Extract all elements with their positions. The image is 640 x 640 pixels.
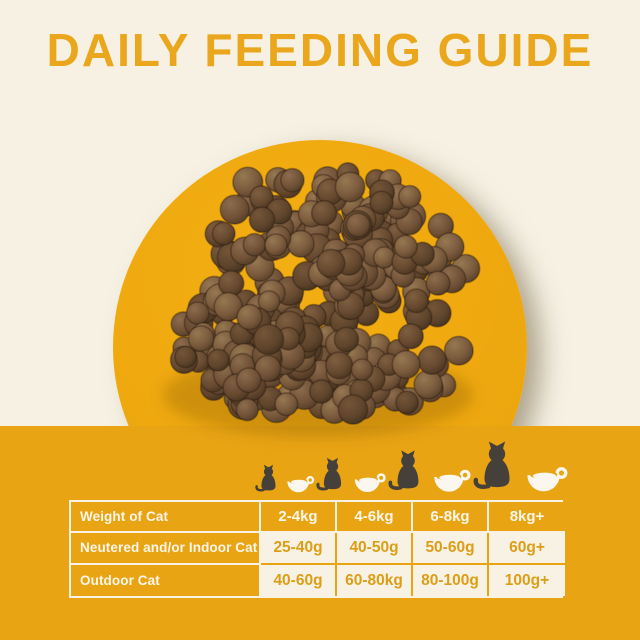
feeding-amount-cell: 60-80kg	[337, 565, 413, 596]
table-header-weight-range: 4-6kg	[337, 502, 413, 533]
cat-icon	[316, 457, 342, 491]
feeding-amount-cell: 40-50g	[337, 533, 413, 565]
page-title: DAILY FEEDING GUIDE	[46, 24, 594, 76]
cup-icon	[354, 473, 386, 493]
cup-icon	[287, 476, 315, 493]
feeding-amount-cell: 100g+	[489, 565, 565, 596]
cat-icon	[388, 450, 419, 490]
cup-icon	[527, 467, 568, 492]
row-label-outdoor-cat: Outdoor Cat	[71, 565, 261, 596]
cat-size-group-2	[316, 436, 388, 494]
cat-icon	[255, 464, 276, 492]
feeding-info-band: Weight of Cat 2-4kg 4-6kg 6-8kg 8kg+ Neu…	[0, 426, 640, 640]
cat-size-group-1	[255, 436, 316, 494]
table-header-weight-range: 6-8kg	[413, 502, 489, 533]
feeding-amount-cell: 80-100g	[413, 565, 489, 596]
feeding-table: Weight of Cat 2-4kg 4-6kg 6-8kg 8kg+ Neu…	[69, 500, 565, 598]
cup-icon	[434, 469, 471, 492]
cat-size-icons-row	[255, 436, 570, 494]
table-header-weight-of-cat: Weight of Cat	[71, 502, 261, 533]
feeding-amount-cell: 60g+	[489, 533, 565, 565]
feeding-amount-cell: 40-60g	[261, 565, 337, 596]
feeding-amount-cell: 25-40g	[261, 533, 337, 565]
cat-size-group-3	[388, 436, 473, 494]
table-header-weight-range: 8kg+	[489, 502, 565, 533]
cat-size-group-4	[473, 436, 570, 494]
feeding-amount-cell: 50-60g	[413, 533, 489, 565]
row-label-indoor-cat: Neutered and/or Indoor Cat	[71, 533, 261, 565]
table-header-weight-range: 2-4kg	[261, 502, 337, 533]
cat-icon	[473, 441, 510, 489]
